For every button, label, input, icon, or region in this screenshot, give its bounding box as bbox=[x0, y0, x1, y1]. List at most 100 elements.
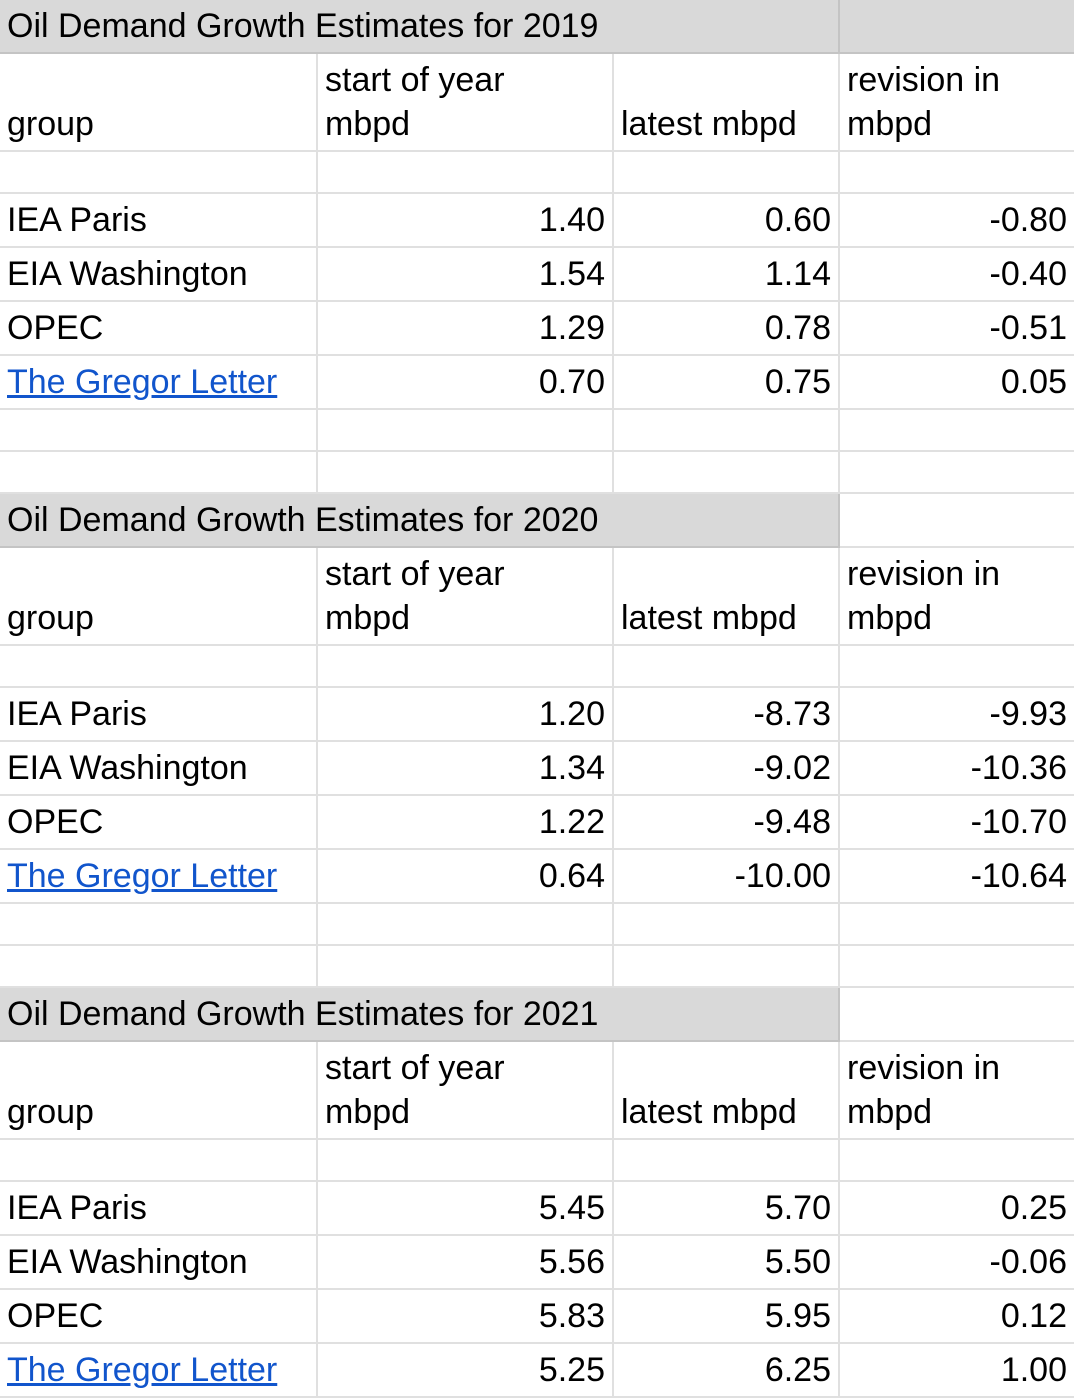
empty-cell[interactable] bbox=[0, 452, 318, 494]
cell-start[interactable]: 5.25 bbox=[318, 1344, 614, 1398]
cell-start[interactable]: 1.54 bbox=[318, 248, 614, 302]
blank-row bbox=[0, 646, 1074, 688]
cell-group[interactable]: IEA Paris bbox=[0, 194, 318, 248]
cell-start[interactable]: 0.64 bbox=[318, 850, 614, 904]
cell-revision[interactable]: -0.51 bbox=[840, 302, 1074, 356]
cell-group-text[interactable]: The Gregor Letter bbox=[7, 363, 278, 401]
empty-cell[interactable] bbox=[318, 152, 614, 194]
cell-revision[interactable]: -9.93 bbox=[840, 688, 1074, 742]
empty-cell[interactable] bbox=[0, 152, 318, 194]
cell-latest[interactable]: -8.73 bbox=[614, 688, 840, 742]
cell-start[interactable]: 1.40 bbox=[318, 194, 614, 248]
cell-revision[interactable]: -10.64 bbox=[840, 850, 1074, 904]
empty-cell[interactable] bbox=[318, 410, 614, 452]
empty-cell[interactable] bbox=[614, 1140, 840, 1182]
empty-cell[interactable] bbox=[318, 452, 614, 494]
empty-cell[interactable] bbox=[0, 410, 318, 452]
cell-group[interactable]: OPEC bbox=[0, 796, 318, 850]
cell-latest[interactable]: -10.00 bbox=[614, 850, 840, 904]
cell-revision[interactable]: -10.36 bbox=[840, 742, 1074, 796]
empty-cell[interactable] bbox=[840, 1140, 1074, 1182]
cell-group[interactable]: IEA Paris bbox=[0, 1182, 318, 1236]
cell-group[interactable]: The Gregor Letter bbox=[0, 850, 318, 904]
cell-group[interactable]: OPEC bbox=[0, 1290, 318, 1344]
empty-cell[interactable] bbox=[614, 946, 840, 988]
empty-cell[interactable] bbox=[318, 904, 614, 946]
cell-revision[interactable]: 0.25 bbox=[840, 1182, 1074, 1236]
section-title[interactable]: Oil Demand Growth Estimates for 2021 bbox=[0, 988, 840, 1042]
empty-cell[interactable] bbox=[614, 152, 840, 194]
empty-cell[interactable] bbox=[840, 946, 1074, 988]
cell-latest[interactable]: 5.95 bbox=[614, 1290, 840, 1344]
cell-latest[interactable]: 5.70 bbox=[614, 1182, 840, 1236]
column-header-group[interactable]: group bbox=[0, 1042, 318, 1140]
cell-latest[interactable]: 0.60 bbox=[614, 194, 840, 248]
cell-revision[interactable]: 0.05 bbox=[840, 356, 1074, 410]
column-header-start[interactable]: start of year mbpd bbox=[318, 548, 614, 646]
column-header-latest[interactable]: latest mbpd bbox=[614, 548, 840, 646]
title-row-empty-cell[interactable] bbox=[840, 494, 1074, 548]
section-title[interactable]: Oil Demand Growth Estimates for 2020 bbox=[0, 494, 840, 548]
cell-latest[interactable]: 5.50 bbox=[614, 1236, 840, 1290]
cell-latest[interactable]: 0.75 bbox=[614, 356, 840, 410]
cell-revision[interactable]: -10.70 bbox=[840, 796, 1074, 850]
cell-revision[interactable]: 1.00 bbox=[840, 1344, 1074, 1398]
empty-cell[interactable] bbox=[318, 946, 614, 988]
cell-start[interactable]: 1.22 bbox=[318, 796, 614, 850]
empty-cell[interactable] bbox=[840, 152, 1074, 194]
empty-cell[interactable] bbox=[318, 646, 614, 688]
title-row-empty-cell[interactable] bbox=[840, 988, 1074, 1042]
cell-latest[interactable]: 0.78 bbox=[614, 302, 840, 356]
cell-group-text[interactable]: The Gregor Letter bbox=[7, 857, 278, 895]
cell-latest[interactable]: 6.25 bbox=[614, 1344, 840, 1398]
empty-cell[interactable] bbox=[0, 946, 318, 988]
column-header-latest[interactable]: latest mbpd bbox=[614, 54, 840, 152]
cell-group[interactable]: The Gregor Letter bbox=[0, 356, 318, 410]
cell-revision[interactable]: -0.80 bbox=[840, 194, 1074, 248]
title-row-empty-cell[interactable] bbox=[840, 0, 1074, 54]
empty-cell[interactable] bbox=[614, 410, 840, 452]
column-header-revision[interactable]: revision in mbpd bbox=[840, 1042, 1074, 1140]
column-header-start[interactable]: start of year mbpd bbox=[318, 1042, 614, 1140]
cell-latest[interactable]: 1.14 bbox=[614, 248, 840, 302]
cell-start[interactable]: 1.29 bbox=[318, 302, 614, 356]
empty-cell[interactable] bbox=[0, 1140, 318, 1182]
cell-group[interactable]: EIA Washington bbox=[0, 1236, 318, 1290]
cell-group-text: EIA Washington bbox=[7, 749, 248, 787]
empty-cell[interactable] bbox=[318, 1140, 614, 1182]
cell-revision[interactable]: -0.06 bbox=[840, 1236, 1074, 1290]
column-header-revision[interactable]: revision in mbpd bbox=[840, 54, 1074, 152]
column-header-group[interactable]: group bbox=[0, 548, 318, 646]
empty-cell[interactable] bbox=[0, 646, 318, 688]
cell-group[interactable]: The Gregor Letter bbox=[0, 1344, 318, 1398]
section-title[interactable]: Oil Demand Growth Estimates for 2019 bbox=[0, 0, 840, 54]
empty-cell[interactable] bbox=[840, 452, 1074, 494]
cell-revision[interactable]: 0.12 bbox=[840, 1290, 1074, 1344]
cell-group-text[interactable]: The Gregor Letter bbox=[7, 1351, 278, 1389]
column-header-group[interactable]: group bbox=[0, 54, 318, 152]
empty-cell[interactable] bbox=[840, 904, 1074, 946]
empty-cell[interactable] bbox=[614, 452, 840, 494]
empty-cell[interactable] bbox=[614, 646, 840, 688]
column-header-start[interactable]: start of year mbpd bbox=[318, 54, 614, 152]
cell-start[interactable]: 1.34 bbox=[318, 742, 614, 796]
cell-start[interactable]: 5.83 bbox=[318, 1290, 614, 1344]
cell-start[interactable]: 5.45 bbox=[318, 1182, 614, 1236]
cell-latest[interactable]: -9.48 bbox=[614, 796, 840, 850]
empty-cell[interactable] bbox=[840, 410, 1074, 452]
cell-latest[interactable]: -9.02 bbox=[614, 742, 840, 796]
cell-group[interactable]: OPEC bbox=[0, 302, 318, 356]
cell-group[interactable]: EIA Washington bbox=[0, 248, 318, 302]
column-header-latest[interactable]: latest mbpd bbox=[614, 1042, 840, 1140]
cell-start[interactable]: 1.20 bbox=[318, 688, 614, 742]
cell-group[interactable]: IEA Paris bbox=[0, 688, 318, 742]
column-header-revision[interactable]: revision in mbpd bbox=[840, 548, 1074, 646]
empty-cell[interactable] bbox=[840, 646, 1074, 688]
cell-start[interactable]: 0.70 bbox=[318, 356, 614, 410]
empty-cell[interactable] bbox=[614, 904, 840, 946]
cell-revision-text: -0.80 bbox=[989, 201, 1068, 239]
cell-start[interactable]: 5.56 bbox=[318, 1236, 614, 1290]
cell-revision[interactable]: -0.40 bbox=[840, 248, 1074, 302]
cell-group[interactable]: EIA Washington bbox=[0, 742, 318, 796]
empty-cell[interactable] bbox=[0, 904, 318, 946]
